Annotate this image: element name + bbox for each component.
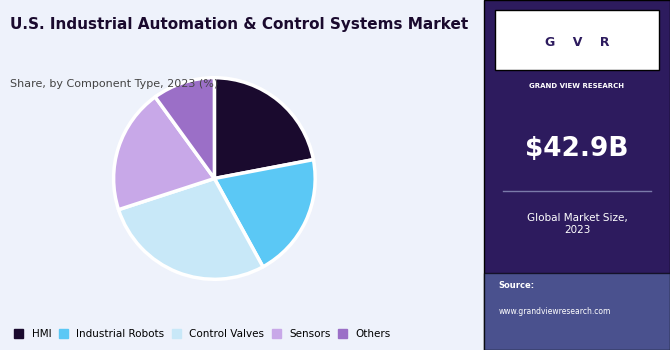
FancyBboxPatch shape: [495, 10, 659, 70]
Point: [647, 189, 655, 193]
FancyBboxPatch shape: [484, 0, 670, 350]
Text: www.grandviewresearch.com: www.grandviewresearch.com: [498, 307, 611, 316]
Text: $42.9B: $42.9B: [525, 136, 628, 162]
Text: U.S. Industrial Automation & Control Systems Market: U.S. Industrial Automation & Control Sys…: [10, 18, 468, 33]
Text: GRAND VIEW RESEARCH: GRAND VIEW RESEARCH: [529, 83, 624, 89]
Point: [498, 189, 507, 193]
Wedge shape: [114, 97, 214, 210]
Wedge shape: [214, 160, 315, 267]
Wedge shape: [155, 78, 214, 178]
Wedge shape: [119, 178, 263, 279]
FancyBboxPatch shape: [484, 273, 670, 350]
Legend: HMI, Industrial Robots, Control Valves, Sensors, Others: HMI, Industrial Robots, Control Valves, …: [12, 327, 393, 341]
Text: Source:: Source:: [498, 281, 535, 290]
Wedge shape: [214, 78, 314, 178]
Text: Global Market Size,
2023: Global Market Size, 2023: [527, 213, 627, 235]
Text: Share, by Component Type, 2023 (%): Share, by Component Type, 2023 (%): [10, 79, 218, 89]
Text: G    V    R: G V R: [545, 35, 609, 49]
